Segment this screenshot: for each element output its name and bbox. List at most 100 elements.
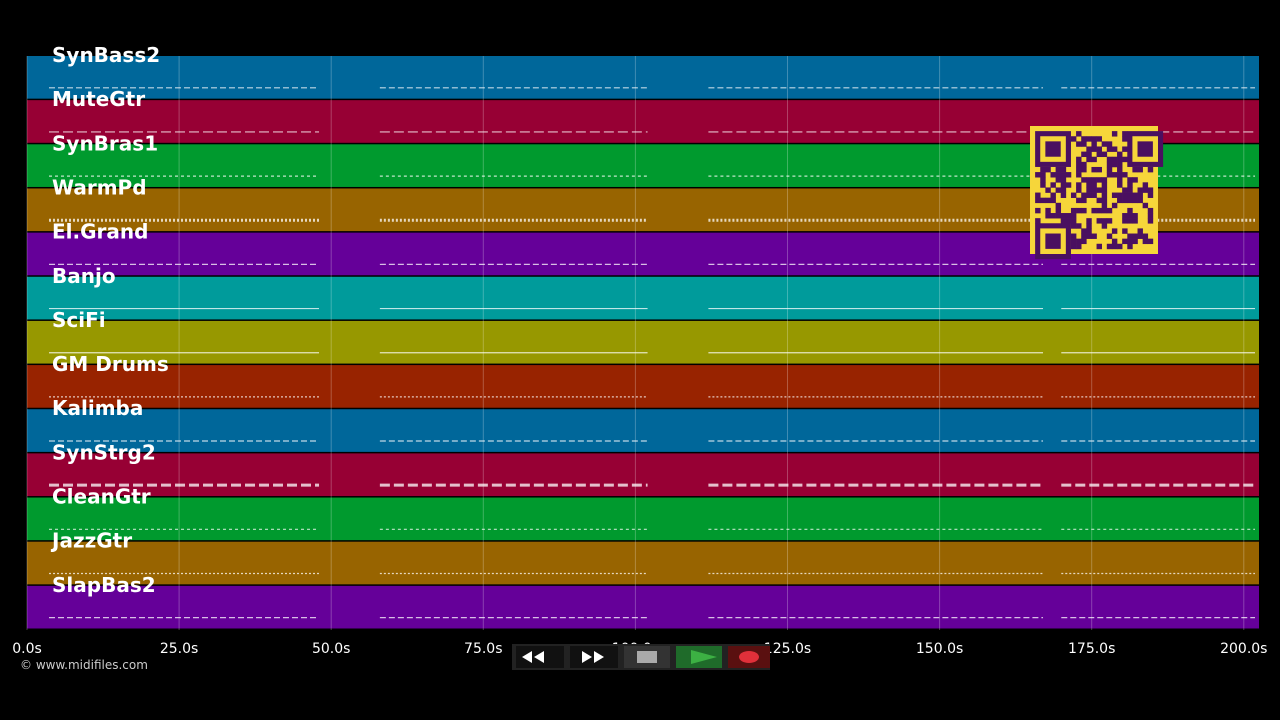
- qr-cell: [1091, 166, 1097, 173]
- qr-cell: [1086, 228, 1092, 234]
- track-name: WarmPd: [52, 175, 147, 199]
- qr-cell: [1106, 233, 1113, 239]
- qr-cell: [1127, 213, 1133, 219]
- qr-cell: [1076, 187, 1082, 193]
- forward-button[interactable]: [570, 646, 618, 668]
- qr-cell: [1147, 166, 1154, 173]
- transport: [512, 644, 770, 670]
- qr-cell: [1111, 228, 1118, 234]
- qr-cell: [1070, 223, 1077, 229]
- qr-cell: [1106, 218, 1113, 224]
- qr-cell: [1142, 202, 1149, 209]
- track-name: GM Drums: [52, 352, 169, 376]
- qr-cell: [1117, 151, 1123, 158]
- track-name: JazzGtr: [50, 529, 132, 553]
- copyright: © www.midifiles.com: [20, 658, 148, 672]
- qr-cell: [1081, 151, 1087, 158]
- qr-cell: [1050, 182, 1056, 188]
- qr-cell: [1076, 243, 1082, 250]
- qr-cell: [1132, 213, 1138, 219]
- qr-cell: [1101, 192, 1108, 198]
- qr-cell: [1055, 187, 1062, 193]
- qr-cell: [1086, 146, 1092, 152]
- qr-cell: [1081, 192, 1087, 198]
- qr-cell: [1117, 177, 1123, 183]
- play-button[interactable]: [676, 646, 722, 668]
- qr-cell: [1091, 177, 1097, 183]
- qr-cell: [1111, 156, 1118, 163]
- qr-cell: [1086, 156, 1092, 163]
- x-tick-label: 75.0s: [464, 641, 502, 657]
- qr-cell: [1111, 131, 1118, 137]
- x-tick-label: 50.0s: [312, 641, 350, 657]
- qr-cell: [1076, 156, 1082, 163]
- track-name: El.Grand: [52, 220, 148, 244]
- stop-button[interactable]: [624, 646, 670, 668]
- qr-cell: [1127, 182, 1133, 188]
- track-name: SynBass2: [52, 43, 160, 67]
- qr-cell: [1106, 156, 1113, 163]
- qr-cell: [1045, 187, 1051, 193]
- qr-cell: [1111, 192, 1118, 198]
- qr-cell: [1137, 166, 1143, 173]
- x-tick-label: 150.0s: [916, 641, 963, 657]
- track-row: [27, 56, 1259, 99]
- qr-cell: [1070, 213, 1077, 219]
- qr-cell: [1065, 172, 1072, 178]
- qr-cell: [1076, 161, 1082, 168]
- qr-cell: [1147, 238, 1154, 245]
- qr-cell: [1055, 213, 1062, 219]
- qr-cell: [1132, 177, 1138, 183]
- qr-cell: [1086, 218, 1092, 224]
- qr-cell: [1081, 197, 1087, 204]
- qr-cell: [1076, 141, 1082, 147]
- qr-cell: [1137, 228, 1143, 234]
- qr-cell: [1060, 177, 1067, 183]
- qr-cell: [1060, 192, 1067, 198]
- qr-cell: [1050, 172, 1056, 178]
- qr-finder: [1045, 233, 1061, 249]
- qr-cell: [1081, 228, 1087, 234]
- qr-cell: [1122, 228, 1128, 234]
- qr-cell: [1132, 192, 1138, 198]
- qr-cell: [1086, 182, 1092, 188]
- qr-cell: [1117, 182, 1123, 188]
- qr-cell: [1096, 218, 1102, 224]
- qr-cell: [1081, 238, 1087, 245]
- qr-cell: [1127, 187, 1133, 193]
- qr-cell: [1117, 166, 1123, 173]
- tracks: [27, 56, 1259, 629]
- rewind-button[interactable]: [516, 646, 564, 668]
- qr-cell: [1091, 182, 1097, 188]
- track-name: CleanGtr: [52, 485, 151, 509]
- qr-cell: [1060, 172, 1067, 178]
- qr-cell: [1076, 182, 1082, 188]
- qr-cell: [1076, 223, 1082, 229]
- qr-cell: [1111, 161, 1118, 168]
- qr-cell: [1091, 141, 1097, 147]
- qr-cell: [1101, 141, 1108, 147]
- qr-cell: [1086, 177, 1092, 183]
- track-row: [27, 320, 1259, 364]
- track-name: SynStrg2: [52, 440, 156, 464]
- qr-cell: [1127, 177, 1133, 183]
- qr-cell: [1111, 146, 1118, 152]
- icon: [691, 650, 717, 664]
- track-labels: SynBass2 MuteGtr SynBras1 WarmPd El.Grand Ban…: [50, 43, 169, 597]
- qr-cell: [1070, 233, 1077, 239]
- qr-cell: [1055, 207, 1062, 214]
- qr-cell: [1081, 233, 1087, 239]
- grid: [26, 56, 1245, 630]
- qr-cell: [1106, 166, 1113, 173]
- qr-cell: [1101, 151, 1108, 158]
- qr-finder: [1045, 141, 1061, 157]
- qr-cell: [1081, 161, 1087, 168]
- track-name: MuteGtr: [52, 87, 145, 111]
- qr-cell: [1086, 223, 1092, 229]
- qr-cell: [1060, 187, 1067, 193]
- qr-cell: [1055, 177, 1062, 183]
- record-button[interactable]: [728, 646, 770, 668]
- qr-cell: [1122, 172, 1128, 178]
